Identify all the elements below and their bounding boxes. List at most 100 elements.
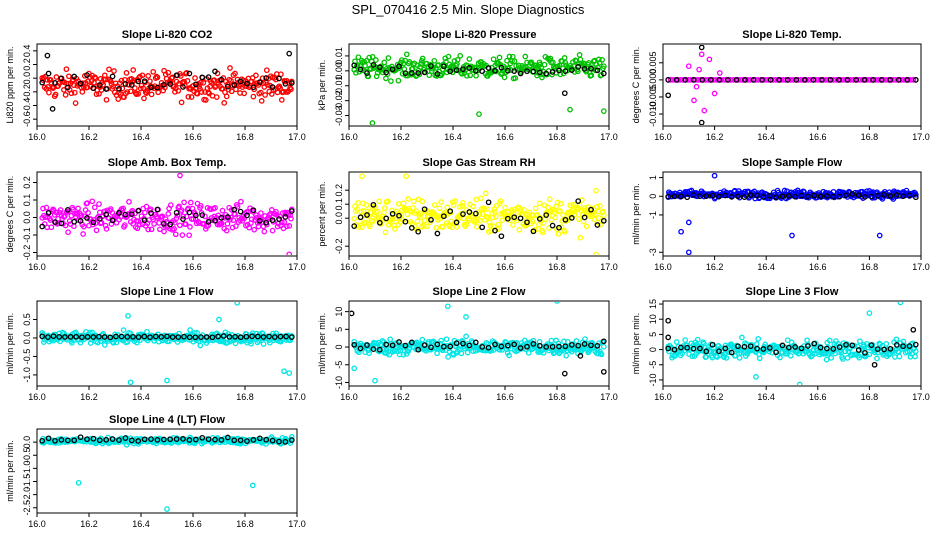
reference-point xyxy=(212,436,218,443)
reference-point xyxy=(90,85,97,92)
slope-point xyxy=(169,74,176,81)
slope-point xyxy=(369,53,376,60)
reference-point xyxy=(415,70,422,76)
reference-point xyxy=(263,219,270,226)
slope-point xyxy=(72,100,79,106)
plot-frame xyxy=(662,300,922,387)
panel-9: Slope Line 3 Flow 16.0 16.2 16.4 16.6 16.8 17.… xyxy=(631,286,930,402)
reference-point xyxy=(215,333,221,340)
slope-point xyxy=(218,220,225,227)
reference-point xyxy=(543,70,550,77)
x-tick-label: 16.8 xyxy=(548,392,566,402)
slope-point xyxy=(541,61,548,68)
reference-point xyxy=(830,193,837,200)
reference-point xyxy=(269,217,276,224)
x-tick-label: 16.4 xyxy=(444,262,462,272)
reference-point xyxy=(434,71,441,77)
reference-point xyxy=(472,67,479,74)
reference-point xyxy=(56,334,63,340)
reference-point xyxy=(256,79,263,85)
slope-point xyxy=(162,216,169,222)
reference-point xyxy=(678,344,684,351)
slope-point xyxy=(223,227,230,234)
panel-title: Slope Line 4 (LT) Flow xyxy=(109,414,225,426)
slope-point xyxy=(597,350,604,357)
reference-point xyxy=(389,210,396,217)
slope-point xyxy=(351,215,358,222)
reference-point xyxy=(231,82,238,88)
slope-point xyxy=(893,336,900,343)
reference-point xyxy=(862,350,868,356)
reference-point xyxy=(96,215,103,222)
reference-point xyxy=(453,219,460,226)
reference-point xyxy=(77,80,84,87)
reference-point xyxy=(904,77,911,83)
points-group xyxy=(39,50,295,112)
reference-point xyxy=(415,228,422,235)
y-axis-label: degrees C per min. xyxy=(5,176,15,253)
reference-point xyxy=(109,217,116,224)
reference-point xyxy=(792,344,799,350)
reference-point xyxy=(556,343,562,350)
slope-point xyxy=(539,229,546,236)
slope-point xyxy=(222,214,228,221)
reference-point xyxy=(232,333,238,340)
reference-point xyxy=(754,345,760,352)
slope-point xyxy=(458,350,465,357)
x-tick-label: 16.6 xyxy=(809,392,827,402)
y-axis-label: ml/min per min. xyxy=(631,183,641,245)
reference-point xyxy=(79,334,85,341)
reference-point xyxy=(231,437,238,444)
reference-point xyxy=(39,437,46,444)
slope-point xyxy=(753,341,760,347)
y-axis-label: degrees C per min. xyxy=(631,47,641,124)
slope-point xyxy=(96,90,102,97)
x-tick-label: 16.2 xyxy=(80,262,98,272)
reference-point xyxy=(186,437,193,443)
reference-point xyxy=(288,80,295,86)
slope-point xyxy=(470,203,476,210)
reference-point xyxy=(504,215,511,222)
slope-point xyxy=(463,314,469,320)
slope-point xyxy=(530,337,537,344)
reference-point xyxy=(402,218,409,225)
plot-frame xyxy=(662,43,922,127)
reference-point xyxy=(849,342,856,349)
reference-point xyxy=(698,45,705,51)
slope-point xyxy=(595,56,602,63)
reference-point xyxy=(152,333,159,340)
y-tick-label: 0.0 xyxy=(22,436,32,449)
slope-point xyxy=(598,218,605,225)
slope-point xyxy=(484,206,491,212)
slope-point xyxy=(597,221,604,228)
slope-point xyxy=(789,232,795,239)
panel-title: Slope Li-820 Temp. xyxy=(742,29,841,41)
slope-point xyxy=(273,208,279,215)
x-tick-label: 16.4 xyxy=(132,132,150,142)
reference-point xyxy=(819,77,825,83)
reference-point xyxy=(84,436,90,443)
reference-point xyxy=(376,219,383,226)
reference-point xyxy=(212,68,218,75)
slope-point xyxy=(102,222,109,229)
reference-point xyxy=(396,212,402,219)
slope-point xyxy=(286,223,293,229)
reference-point xyxy=(673,77,680,83)
slope-point xyxy=(809,350,816,357)
reference-point xyxy=(186,70,193,77)
slope-point xyxy=(351,365,358,372)
slope-point xyxy=(253,330,260,337)
reference-point xyxy=(421,206,428,213)
reference-point xyxy=(810,77,817,83)
reference-point xyxy=(169,334,176,340)
x-tick-label: 16.8 xyxy=(236,132,254,142)
reference-point xyxy=(588,342,594,349)
reference-point xyxy=(855,192,862,199)
slope-point xyxy=(123,70,130,76)
slope-point xyxy=(111,68,117,74)
reference-point xyxy=(198,334,204,340)
reference-point xyxy=(109,436,116,442)
slope-point xyxy=(673,339,680,345)
slope-point xyxy=(228,206,235,213)
reference-point xyxy=(556,67,562,74)
